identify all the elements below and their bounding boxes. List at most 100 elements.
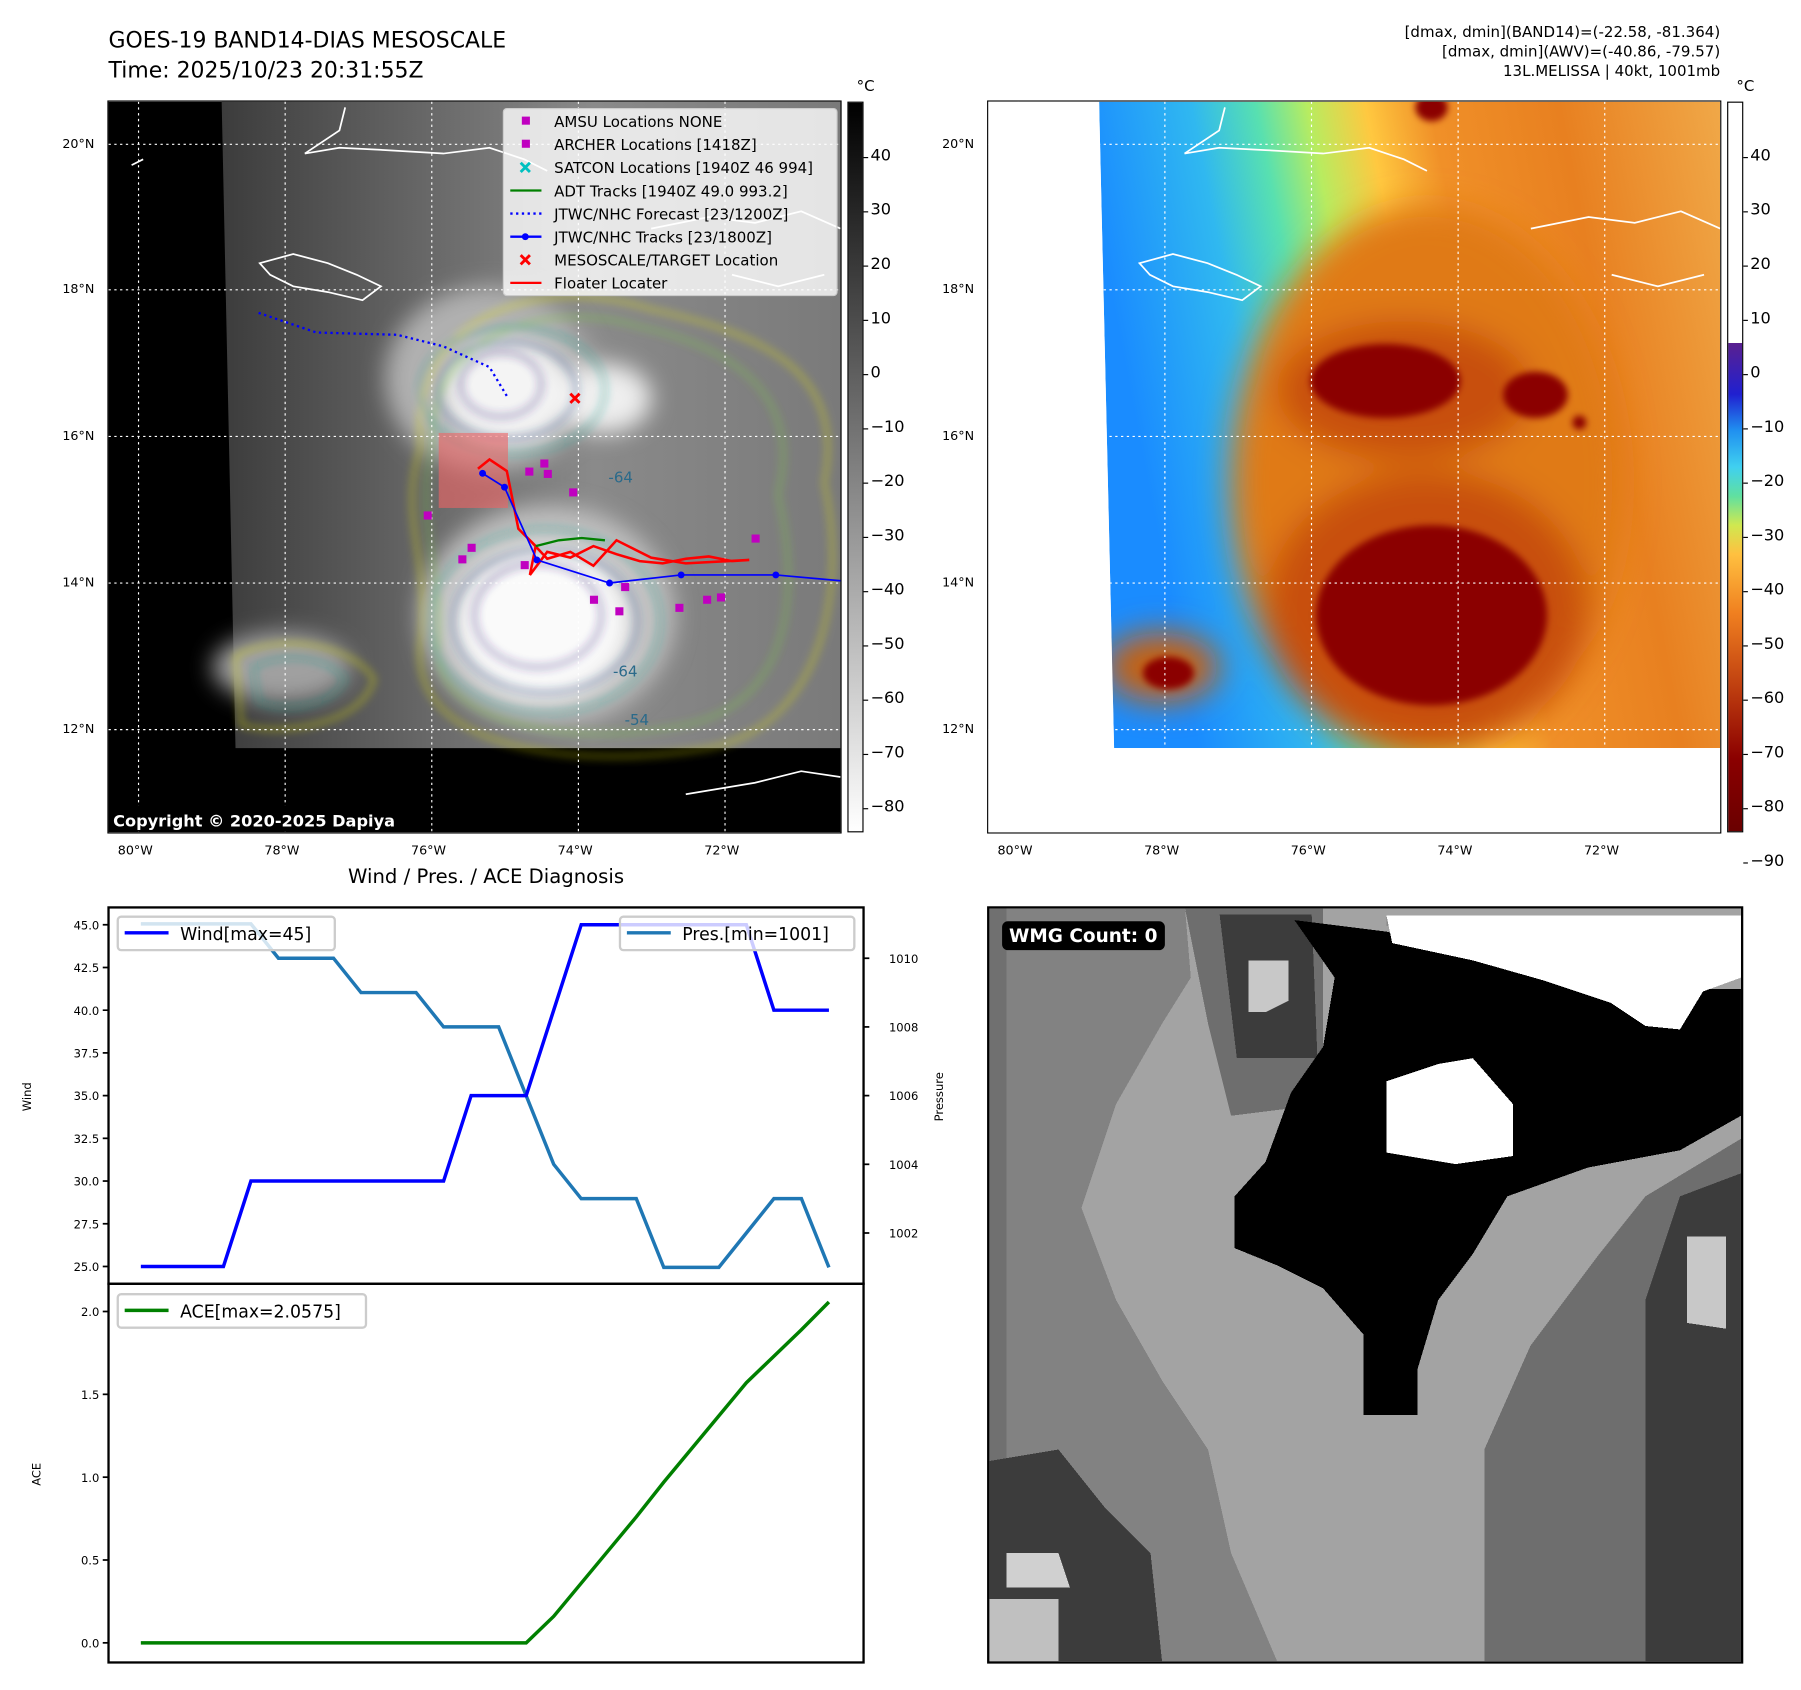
y-tick-label: 30.0 [74, 1175, 100, 1189]
legend-label: ARCHER Locations [1418Z] [554, 136, 757, 154]
colorbar-tick-mark [1743, 862, 1748, 864]
colorbar-tick-label: −70 [870, 743, 905, 762]
wind-line [140, 923, 829, 1269]
lat-tick-label: 16°N [62, 428, 95, 444]
map-legend: AMSU Locations NONE ARCHER Locations [141… [502, 107, 838, 297]
info-awv: [dmax, dmin](AWV)=(-40.86, -79.57) [1442, 43, 1721, 62]
legend-entry: SATCON Locations [1940Z 46 994] [519, 159, 813, 177]
ace-legend: ACE[max=2.0575] [116, 1293, 368, 1329]
legend-entry: JTWC/NHC Forecast [23/1200Z] [510, 205, 788, 223]
info-storm: 13L.MELISSA | 40kt, 1001mb [1502, 63, 1721, 81]
legend-entry: ARCHER Locations [1418Z] [521, 136, 757, 154]
awv-map [988, 101, 1721, 833]
y-tick-label: 2.0 [81, 1305, 99, 1319]
legend-entry: Floater Locater [510, 275, 668, 293]
y2-tick-label: 1004 [889, 1158, 918, 1172]
colorbar-tick-mark [1743, 211, 1748, 213]
colorbar-tick-label: 0 [870, 363, 881, 383]
y-tick-label: 40.0 [74, 1004, 100, 1018]
colorbar-tick-mark [863, 753, 869, 756]
colorbar-tick-mark [1743, 374, 1748, 376]
colorbar-tick-mark [1743, 808, 1748, 810]
wmg-count-label: WMG Count: 0 [1002, 921, 1165, 951]
colorbar-unit-left: °C [856, 78, 875, 96]
colorbar-tick-label: 10 [870, 309, 892, 328]
legend-label: Floater Locater [554, 275, 668, 293]
mesoscale-target-area [438, 432, 508, 508]
legend-label: ADT Tracks [1940Z 49.0 993.2] [554, 182, 788, 200]
legend-label: SATCON Locations [1940Z 46 994] [554, 159, 813, 177]
legend-label: ACE[max=2.0575] [180, 1302, 341, 1322]
y-tick-label: 0.0 [81, 1636, 99, 1650]
ace-axes [107, 1282, 865, 1664]
awv-image [1099, 101, 1721, 749]
lon-tick-label: 78°W [264, 842, 300, 858]
colorbar-tick-label: −30 [870, 526, 905, 545]
colorbar-tick-label: −90 [1750, 852, 1785, 871]
square-marker-icon [521, 116, 530, 125]
contour-label: -54 [625, 711, 649, 729]
colorbar-tick-mark [1743, 536, 1748, 538]
y2-tick-label: 1006 [889, 1089, 918, 1103]
y-tick-label: 45.0 [74, 918, 100, 932]
colorbar-left [847, 101, 864, 833]
lon-tick-label: 72°W [704, 842, 740, 858]
colorbar-tick-label: 10 [1750, 309, 1771, 328]
colorbar-tick-mark [863, 374, 869, 376]
lon-tick-label: 80°W [117, 842, 153, 858]
colorbar-tick-label: 20 [870, 255, 892, 274]
colorbar-tick-label: 30 [1750, 200, 1771, 220]
colorbar-tick-label: −40 [1750, 580, 1785, 600]
colorbar-tick-label: −50 [1750, 634, 1785, 654]
colorbar-tick-label: −10 [1750, 417, 1785, 437]
y2-tick-label: 1010 [889, 952, 918, 966]
colorbar-tick-label: −60 [1750, 689, 1785, 708]
colorbar-tick-mark [1743, 319, 1748, 321]
colorbar-tick-mark [863, 482, 869, 484]
lat-tick-label: 18°N [62, 281, 95, 297]
colorbar-tick-label: −30 [1750, 526, 1785, 545]
legend-entry: MESOSCALE/TARGET Location [519, 252, 778, 270]
axis-label: ACE [29, 1463, 43, 1486]
y-tick-label: 42.5 [74, 961, 100, 975]
colorbar-tick-label: −80 [1750, 797, 1785, 817]
lon-tick-label: 76°W [1290, 842, 1326, 858]
dot-marker-icon [521, 233, 529, 241]
colorbar-tick-label: 40 [870, 146, 892, 166]
colorbar-tick-mark [1743, 157, 1748, 159]
lat-tick-label: 20°N [942, 136, 975, 152]
lon-tick-label: 74°W [557, 842, 593, 858]
diagnosis-title: Wind / Pres. / ACE Diagnosis [348, 865, 625, 889]
y-tick-label: 35.0 [74, 1089, 100, 1103]
awv-map-panel [987, 100, 1722, 834]
jtwc-tracks [479, 469, 841, 587]
gridlines [988, 101, 1721, 833]
ir-map: -64 -64 -54 AMSU Locations NONE ARCHER Lo… [108, 101, 841, 833]
wind-legend: Wind[max=45] [116, 915, 336, 952]
y2-tick-label: 1008 [889, 1021, 918, 1035]
legend-label: Pres.[min=1001] [682, 925, 829, 945]
y2-tick-label: 1002 [889, 1227, 918, 1241]
lat-tick-label: 12°N [62, 721, 95, 737]
lat-tick-label: 18°N [942, 281, 975, 297]
colorbar-tick-mark [1743, 428, 1748, 430]
coastlines [1137, 107, 1721, 796]
colorbar-tick-label: 30 [870, 200, 892, 220]
colorbar-tick-mark [1743, 591, 1748, 593]
figure-title: GOES-19 BAND14-DIAS MESOSCALE [108, 27, 507, 54]
colorbar-tick-label: −10 [870, 417, 905, 437]
colorbar-tick-label: 40 [1750, 146, 1771, 166]
copyright: Copyright © 2020-2025 Dapiya [113, 812, 395, 831]
colorbar-tick-mark [863, 591, 869, 593]
legend-entry: ADT Tracks [1940Z 49.0 993.2] [510, 182, 788, 200]
colorbar-tick-label: −80 [870, 797, 905, 817]
colorbar-tick-mark [863, 536, 869, 538]
colorbar-tick-mark [863, 428, 869, 430]
pressure-legend: Pres.[min=1001] [618, 915, 856, 952]
colorbar-unit-right: °C [1736, 78, 1755, 96]
y-tick-label: 27.5 [74, 1217, 100, 1231]
colorbar-tick-mark [1743, 265, 1748, 267]
legend-label: MESOSCALE/TARGET Location [554, 252, 778, 270]
info-block: [dmax, dmin](BAND14)=(-22.58, -81.364) [… [1405, 23, 1721, 82]
